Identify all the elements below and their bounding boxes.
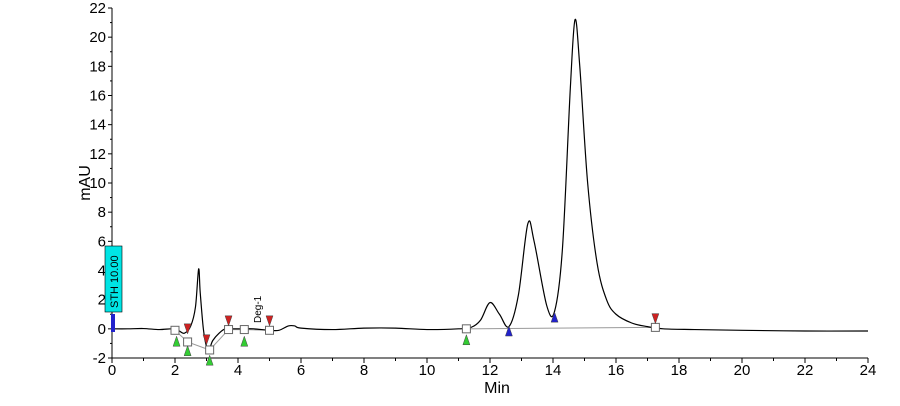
y-axis-title: mAU	[77, 165, 94, 201]
integration-box	[265, 325, 274, 335]
threshold-label: STH 10.00	[109, 255, 121, 308]
peak-start-marker	[172, 335, 181, 347]
peak-end-marker	[265, 315, 274, 327]
peak-markers	[172, 311, 660, 366]
x-axis-title: Min	[484, 380, 510, 397]
y-tick-label: 8	[98, 204, 106, 221]
threshold-indicator: STH 10.00	[104, 245, 123, 332]
y-tick-label: 12	[89, 146, 106, 163]
x-tick-label: 6	[297, 362, 305, 379]
y-tick-label: 18	[89, 58, 106, 75]
x-tick-label: 4	[234, 362, 242, 379]
peak-end-marker	[651, 313, 660, 325]
threshold-box	[104, 245, 123, 313]
integration-box	[224, 325, 234, 335]
x-tick-label: 2	[171, 362, 179, 379]
peak-start-marker	[240, 335, 249, 347]
y-tick-label: 14	[89, 117, 106, 134]
peak-valley-marker	[505, 325, 513, 337]
peak-valley-marker	[550, 311, 559, 323]
y-tick-label: 10	[89, 175, 106, 192]
integration-box	[239, 325, 249, 335]
y-tick-label: 0	[98, 321, 106, 338]
x-tick-label: 16	[608, 362, 625, 379]
integration-box	[205, 345, 215, 355]
peak-end-marker	[183, 323, 192, 335]
y-tick-label: 20	[89, 29, 106, 46]
x-tick-label: 24	[860, 362, 877, 379]
threshold-start-bar	[111, 314, 115, 332]
peak-end-marker	[224, 315, 233, 327]
signal-trace	[111, 18, 869, 350]
signal-line	[111, 18, 869, 350]
y-tick-label: -2	[93, 350, 106, 367]
integration-box	[650, 322, 660, 332]
y-tick-label: 22	[89, 0, 106, 17]
integration-box	[183, 337, 193, 347]
y-tick-label: 2	[98, 292, 106, 309]
integration-box	[461, 324, 471, 334]
peak-start-marker	[183, 344, 192, 356]
baseline-segment	[466, 326, 656, 330]
peak-label: Deg-1	[253, 295, 264, 323]
x-tick-label: 0	[108, 362, 116, 379]
peak-start-marker	[205, 354, 214, 366]
x-tick-label: 8	[360, 362, 368, 379]
x-tick-label: 12	[482, 362, 499, 379]
peak-start-marker	[462, 334, 471, 346]
peak-end-marker	[202, 334, 211, 346]
x-tick-label: 20	[734, 362, 751, 379]
x-tick-label: 14	[545, 362, 562, 379]
y-tick-label: 6	[98, 233, 106, 250]
annotations: Deg-1	[253, 295, 264, 323]
x-tick-label: 18	[671, 362, 688, 379]
y-tick-label: 16	[89, 88, 106, 105]
integration-boxes	[170, 322, 660, 355]
integration-box	[170, 325, 180, 335]
x-tick-label: 22	[797, 362, 814, 379]
x-tick-label: 10	[419, 362, 436, 379]
y-tick-label: 4	[98, 263, 106, 280]
